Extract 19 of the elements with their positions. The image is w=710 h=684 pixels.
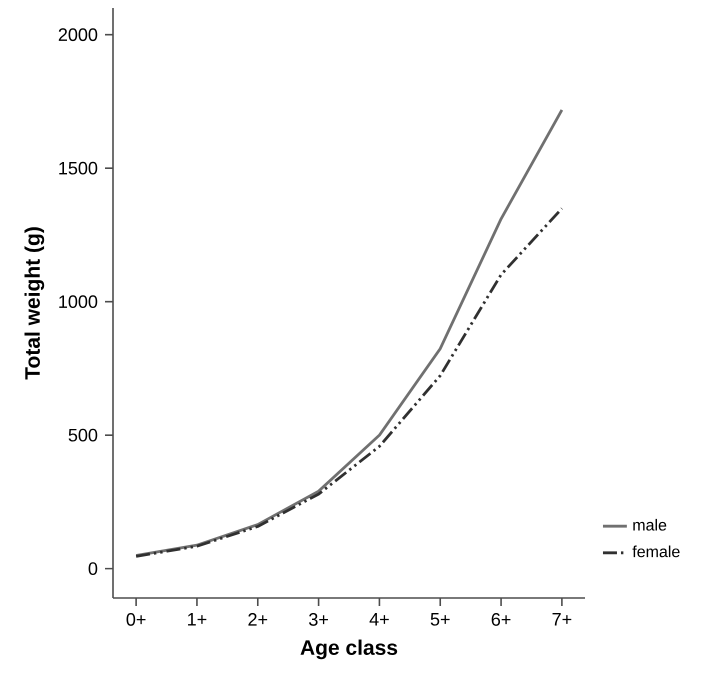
x-tick-label: 6+	[492, 613, 510, 626]
y-axis-title: Total weight (g)	[24, 227, 44, 380]
x-tick-label: 0+	[126, 613, 146, 626]
line-series	[134, 207, 564, 558]
x-tick-label: 7+	[552, 613, 572, 626]
y-tick-label: 1500	[59, 162, 98, 175]
x-tick-label: 3+	[309, 613, 328, 626]
x-tick-label: 1+	[188, 613, 206, 626]
x-axis-title: Age class	[300, 640, 398, 660]
y-tick-label: 0	[88, 562, 98, 576]
y-tick-label: 1000	[59, 295, 98, 308]
x-tick-label: 5+	[430, 613, 450, 626]
legend-label: male	[633, 518, 666, 531]
x-tick-label: 4+	[370, 613, 389, 626]
x-tick-label: 2+	[248, 613, 268, 626]
y-tick-label: 2000	[58, 28, 98, 42]
legend-label: female	[632, 545, 680, 558]
y-tick-label: 500	[68, 428, 98, 442]
line-series	[134, 108, 564, 557]
